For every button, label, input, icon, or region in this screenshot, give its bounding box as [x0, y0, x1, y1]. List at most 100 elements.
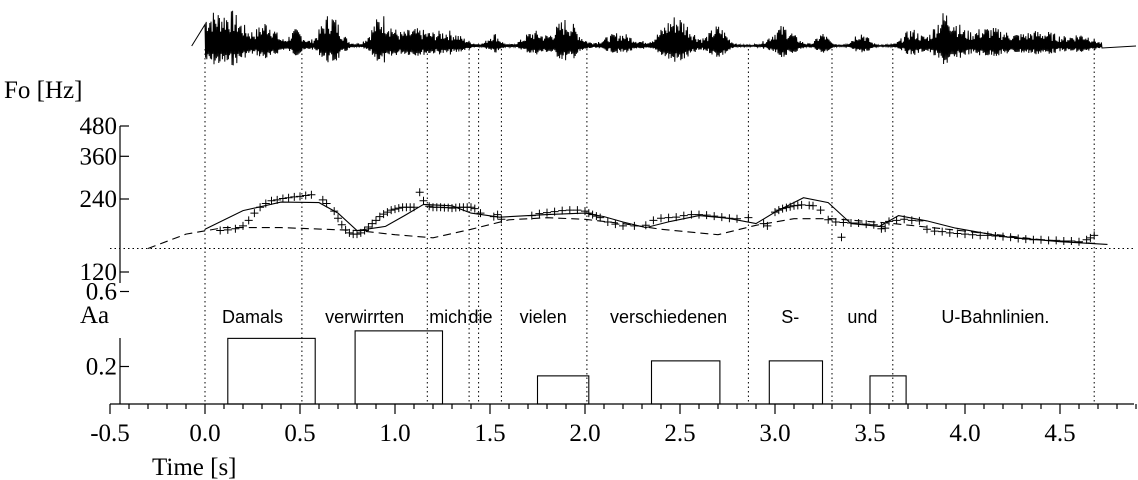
- f0-point: [415, 188, 424, 197]
- f0-axis: 120 240 360 480: [80, 113, 1135, 286]
- f0-point: [231, 224, 240, 233]
- f0-point: [687, 210, 696, 219]
- time-tick-label: 2.5: [664, 420, 695, 447]
- f0-point: [744, 213, 753, 222]
- accent-command-bar: [536, 375, 590, 405]
- f0-measured-points: [216, 188, 1099, 246]
- time-tick-label: 4.5: [1044, 420, 1075, 447]
- f0-point: [930, 227, 939, 236]
- word-label: und: [847, 307, 877, 327]
- accent-command-bar: [354, 330, 444, 405]
- f0-point: [679, 211, 688, 220]
- f0-point: [1044, 236, 1053, 245]
- f0-point: [588, 210, 597, 219]
- f0-point: [915, 216, 924, 225]
- f0-point: [869, 220, 878, 229]
- time-tick-label: 3.5: [854, 420, 885, 447]
- f0-point: [733, 214, 741, 223]
- f0-point: [774, 206, 783, 215]
- f0-point: [284, 193, 293, 202]
- time-tick-label: -0.5: [90, 420, 130, 447]
- f0-point: [493, 210, 502, 219]
- f0-point: [267, 196, 276, 205]
- f0-curves: [147, 197, 1108, 250]
- time-tick-label: 1.0: [379, 420, 410, 447]
- f0-point: [657, 214, 665, 223]
- f0-point: [797, 200, 806, 209]
- time-tick-label: 1.5: [474, 420, 505, 447]
- f0-point: [527, 211, 536, 220]
- f0-point: [410, 203, 418, 212]
- f0-point: [611, 220, 620, 229]
- f0-point: [244, 216, 253, 225]
- word-label: verschiedenen: [610, 307, 727, 327]
- time-tick-label: 0.5: [284, 420, 315, 447]
- f0-point: [345, 228, 354, 237]
- f0-point: [1075, 237, 1083, 246]
- accent-axis-label: Aa: [80, 302, 109, 329]
- accent-axis: 0.2 0.6: [86, 279, 129, 404]
- f0-point: [892, 216, 901, 225]
- f0-point: [497, 215, 506, 224]
- f0-point: [543, 208, 551, 217]
- f0-point: [353, 230, 361, 239]
- f0-axis-label: Fo [Hz]: [4, 77, 82, 104]
- f0-point: [301, 191, 310, 200]
- f0-point: [261, 199, 270, 208]
- f0-point: [672, 213, 681, 222]
- f0-point: [379, 210, 388, 219]
- f0-point: [771, 208, 779, 217]
- word-label: die: [468, 307, 492, 327]
- waveform-trace: [191, 10, 1137, 66]
- f0-point: [778, 204, 787, 213]
- f0-point: [1090, 231, 1099, 240]
- f0-point: [307, 190, 316, 199]
- phrase-component-curve: [147, 217, 1099, 250]
- f0-point: [596, 213, 605, 222]
- accent-tick-label: 0.6: [86, 279, 117, 306]
- f0-point: [425, 202, 434, 211]
- f0-point: [387, 206, 396, 215]
- time-axis: -0.5 0.0 0.5 1.0 1.5 2.0 2.5 3.0 3.5 4.0 4.5: [90, 403, 1137, 447]
- f0-point: [239, 221, 247, 230]
- f0-point: [968, 230, 977, 239]
- f0-point: [278, 194, 287, 203]
- f0-point: [391, 205, 399, 214]
- f0-point: [334, 214, 342, 223]
- f0-point: [649, 216, 658, 225]
- f0-point: [337, 220, 346, 229]
- f0-tick-label: 480: [80, 113, 118, 140]
- f0-point: [999, 232, 1007, 241]
- f0-point: [467, 203, 475, 212]
- f0-point: [725, 214, 734, 223]
- f0-point: [573, 206, 582, 215]
- f0-point: [854, 219, 863, 228]
- f0-point: [322, 199, 331, 208]
- time-tick-label: 2.0: [569, 420, 600, 447]
- word-label: Damals: [222, 307, 283, 327]
- f0-point: [489, 212, 498, 221]
- f0-point: [296, 192, 304, 201]
- f0-point: [763, 221, 772, 230]
- f0-point: [885, 217, 893, 226]
- accent-command-bar: [227, 337, 316, 405]
- f0-point: [938, 227, 947, 236]
- speech-waveform: [191, 10, 1137, 66]
- word-labels: Damals verwirrten mich die vielen verschieden…: [222, 307, 1049, 327]
- time-tick-label: 3.0: [759, 420, 790, 447]
- f0-point: [786, 202, 795, 211]
- f0-point: [1059, 237, 1068, 246]
- f0-point: [702, 211, 711, 220]
- f0-point: [1014, 234, 1023, 243]
- f0-point: [273, 195, 282, 204]
- f0-point: [907, 216, 916, 225]
- f0-point: [592, 212, 601, 221]
- f0-point: [1006, 233, 1015, 242]
- f0-point: [603, 217, 612, 226]
- f0-tick-label: 240: [80, 186, 118, 213]
- accent-command-bar: [768, 360, 824, 405]
- f0-point: [782, 203, 791, 212]
- f0-point: [630, 221, 639, 230]
- accent-command-bar: [869, 375, 907, 405]
